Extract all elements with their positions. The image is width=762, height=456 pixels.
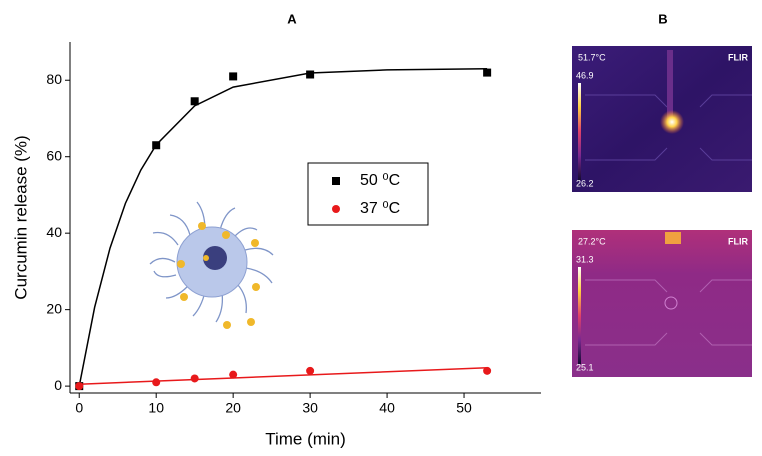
scale-max: 31.3 [576,254,594,264]
scale-min: 25.1 [576,362,594,372]
data-point [190,374,199,383]
x-tick-label: 20 [225,400,241,416]
spot-temperature: 51.7°C [578,52,606,62]
data-point [152,141,161,150]
thermal-image-1 [572,46,752,192]
y-axis-label: Curcumin release (%) [11,135,30,299]
panel-a-title: A [287,11,297,26]
legend-label: 50 ⁰C [360,172,400,189]
data-point [75,382,84,391]
data-point [190,97,199,106]
x-tick-label: 10 [148,400,164,416]
data-point [152,378,161,387]
data-point [229,72,238,81]
x-tick-label: 50 [456,400,472,416]
scale-min: 26.2 [576,178,594,188]
data-point [306,70,315,79]
x-tick-label: 30 [302,400,318,416]
data-point [306,366,315,375]
y-tick-label: 40 [46,224,62,240]
data-point [483,366,492,375]
flir-logo: FLIR [728,236,748,246]
scale-max: 46.9 [576,70,594,80]
x-tick-label: 0 [75,400,83,416]
legend-marker [332,177,340,185]
curcumin-dots [177,222,260,329]
flir-logo: FLIR [728,52,748,62]
y-tick-label: 0 [54,377,62,393]
legend-marker [332,205,340,213]
data-point [229,370,238,379]
legend-box [307,162,429,226]
x-axis-label: Time (min) [265,429,346,448]
fit-line [78,68,488,387]
x-tick-label: 40 [379,400,395,416]
data-point [483,68,492,77]
y-tick-label: 20 [46,300,62,316]
micelle-illustration [149,201,274,323]
y-tick-label: 60 [46,147,62,163]
thermal-image-2 [572,230,752,377]
panel-b-title: B [658,11,667,26]
spot-temperature: 27.2°C [578,236,606,246]
y-tick-label: 80 [46,71,62,87]
legend-label: 37 ⁰C [360,200,400,217]
micelle-center [203,246,227,270]
fit-line [79,367,488,385]
